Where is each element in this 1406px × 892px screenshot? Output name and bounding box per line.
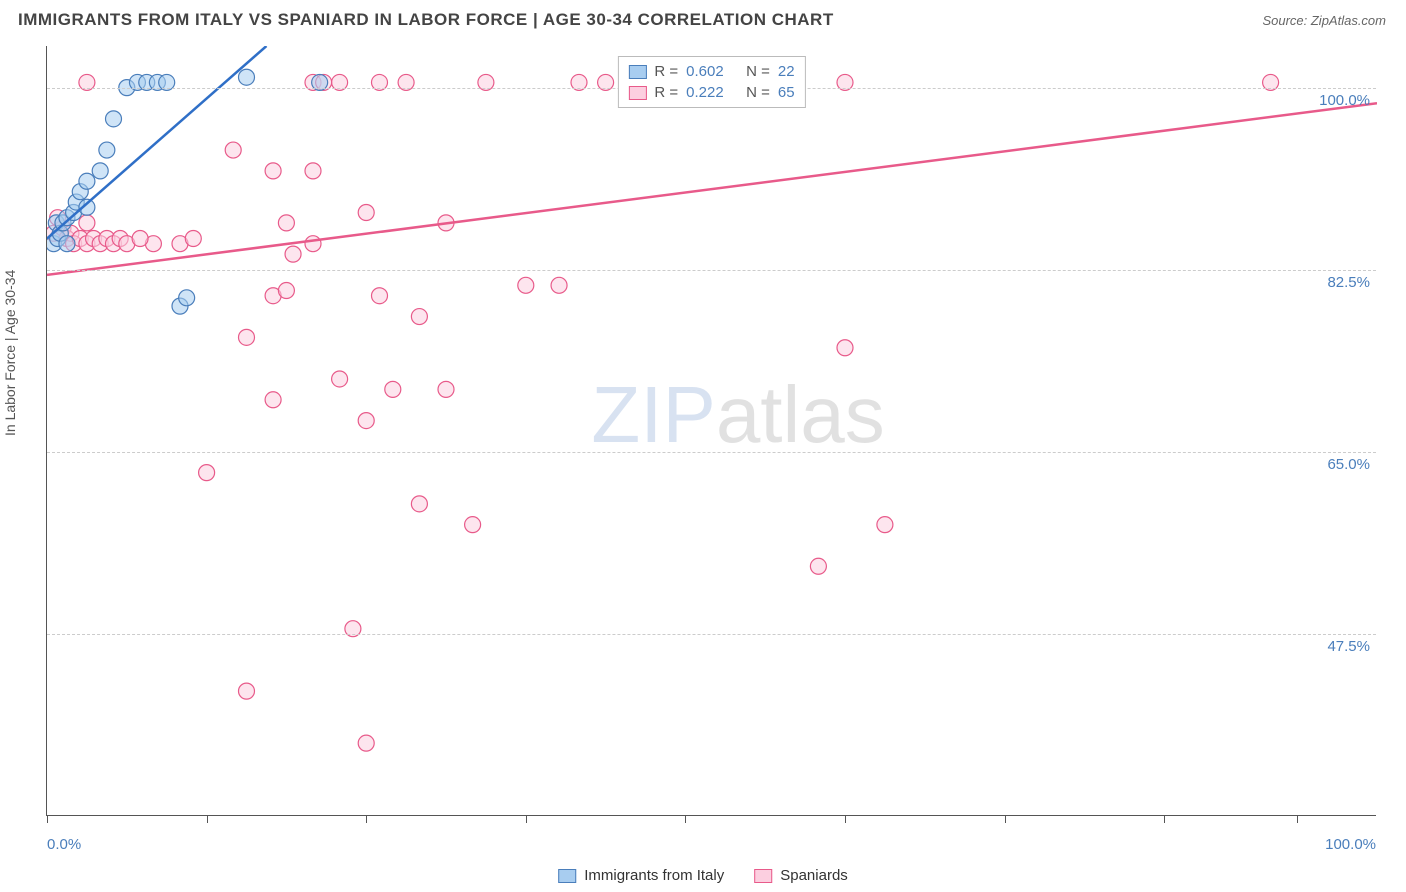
data-point [810,558,826,574]
swatch-italy [628,65,646,79]
data-point [411,309,427,325]
data-point [411,496,427,512]
data-point [132,231,148,247]
x-tick [845,815,846,823]
data-point [92,163,108,179]
x-tick [1164,815,1165,823]
y-tick-label: 100.0% [1319,92,1370,109]
legend-item-italy: Immigrants from Italy [558,867,724,884]
data-point [59,236,75,252]
r-label: R = [654,63,678,80]
data-point [465,517,481,533]
data-point [225,142,241,158]
data-point [99,142,115,158]
r-label: R = [654,84,678,101]
legend-row-italy: R = 0.602 N = 22 [628,61,794,82]
data-point [79,215,95,231]
data-point [385,381,401,397]
n-value-spaniards: 65 [778,84,795,101]
data-point [358,735,374,751]
n-label: N = [746,63,770,80]
data-point [877,517,893,533]
data-point [179,290,195,306]
x-tick [207,815,208,823]
source-link[interactable]: ZipAtlas.com [1311,13,1386,28]
legend-label-spaniards: Spaniards [780,867,848,884]
data-point [278,215,294,231]
legend-row-spaniards: R = 0.222 N = 65 [628,82,794,103]
x-tick [1297,815,1298,823]
data-point [551,277,567,293]
x-max-label: 100.0% [1325,836,1376,853]
data-point [285,246,301,262]
series-legend: Immigrants from Italy Spaniards [558,867,848,884]
data-point [358,204,374,220]
legend-label-italy: Immigrants from Italy [584,867,724,884]
data-point [332,371,348,387]
gridline [47,452,1376,453]
n-label: N = [746,84,770,101]
data-point [79,173,95,189]
gridline [47,634,1376,635]
data-point [305,236,321,252]
data-point [239,69,255,85]
source-label: Source: [1262,13,1310,28]
swatch-spaniards-icon [754,869,772,883]
data-point [438,381,454,397]
data-point [265,163,281,179]
data-point [265,392,281,408]
legend-item-spaniards: Spaniards [754,867,848,884]
gridline [47,270,1376,271]
y-tick-label: 82.5% [1327,274,1370,291]
regression-line [47,103,1377,275]
source-attribution: Source: ZipAtlas.com [1262,13,1386,28]
data-point [837,340,853,356]
data-point [199,465,215,481]
data-point [372,288,388,304]
x-tick [47,815,48,823]
data-point [106,111,122,127]
x-min-label: 0.0% [47,836,81,853]
scatter-svg [47,46,1377,816]
chart-title: IMMIGRANTS FROM ITALY VS SPANIARD IN LAB… [18,10,834,30]
correlation-legend: R = 0.602 N = 22 R = 0.222 N = 65 [617,56,805,108]
data-point [278,283,294,299]
data-point [185,231,201,247]
y-tick-label: 65.0% [1327,456,1370,473]
data-point [305,163,321,179]
swatch-spaniards [628,86,646,100]
x-tick [526,815,527,823]
n-value-italy: 22 [778,63,795,80]
r-value-spaniards: 0.222 [686,84,738,101]
x-tick [685,815,686,823]
chart-container: In Labor Force | Age 30-34 ZIPatlas R = … [0,36,1406,886]
data-point [358,413,374,429]
x-tick [366,815,367,823]
x-tick [1005,815,1006,823]
swatch-italy-icon [558,869,576,883]
data-point [518,277,534,293]
y-axis-label: In Labor Force | Age 30-34 [2,270,18,436]
r-value-italy: 0.602 [686,63,738,80]
data-point [239,329,255,345]
data-point [239,683,255,699]
plot-area: ZIPatlas R = 0.602 N = 22 R = 0.222 N = … [46,46,1376,816]
y-tick-label: 47.5% [1327,638,1370,655]
